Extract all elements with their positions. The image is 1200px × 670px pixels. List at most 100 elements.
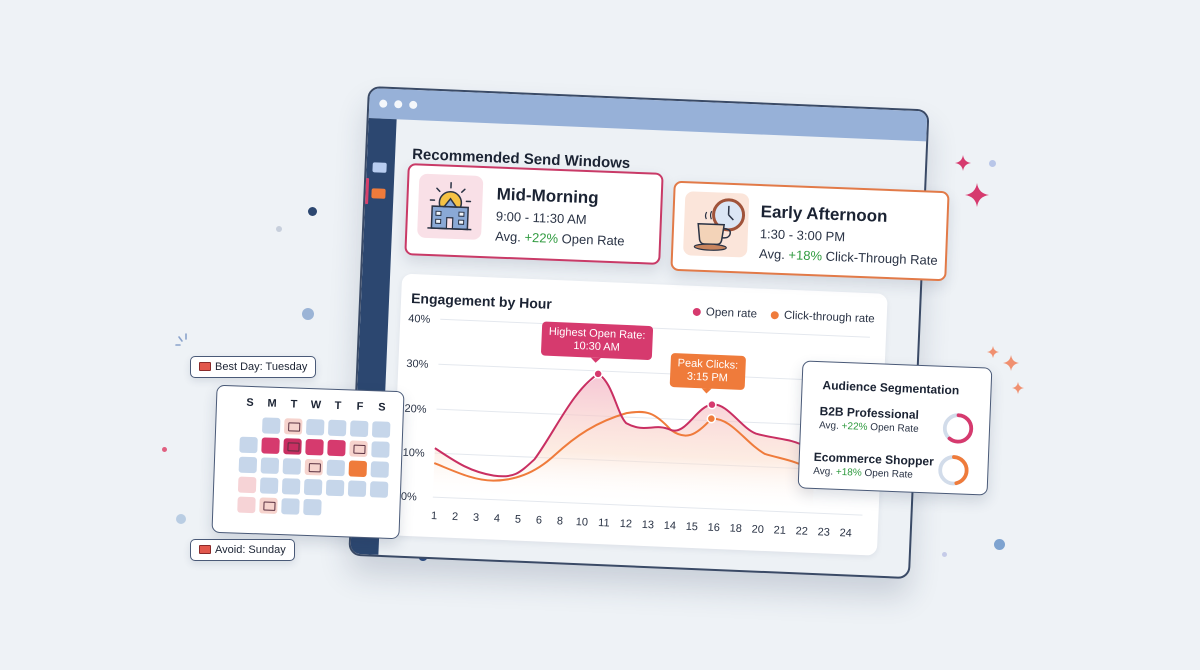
calendar-day-peak-clicks[interactable]: [348, 460, 368, 478]
svg-text:10: 10: [576, 516, 589, 529]
calendar-day[interactable]: [303, 498, 322, 516]
mail-icon[interactable]: [371, 188, 386, 199]
tooltip-highest-open-rate: Highest Open Rate: 10:30 AM: [540, 321, 653, 361]
calendar-day-best[interactable]: [283, 438, 302, 455]
y-axis: 40% 30% 20% 10% 0%: [401, 313, 431, 504]
coffee-clock-icon: [682, 191, 750, 258]
donut-chart-ecommerce: [938, 455, 969, 486]
y-tick: 10%: [402, 447, 425, 460]
peak-open-marker-2: [707, 399, 717, 410]
calendar-day[interactable]: [281, 478, 301, 495]
app-window: Recommended Send Windows Engagement by H…: [348, 86, 930, 580]
calendar-day-hot[interactable]: [305, 438, 324, 456]
send-window-time: 9:00 - 11:30 AM: [495, 208, 587, 228]
svg-text:6: 6: [536, 514, 543, 526]
calendar-day[interactable]: [325, 479, 345, 497]
calendar-day-hot[interactable]: [261, 437, 280, 454]
sparkle-icon: [987, 346, 999, 358]
decor-dot: [302, 308, 314, 320]
calendar-day-send[interactable]: [283, 418, 303, 435]
y-tick: 20%: [404, 403, 427, 416]
send-window-metric: Avg. +22% Open Rate: [494, 228, 625, 249]
send-window-title: Mid-Morning: [496, 184, 599, 208]
decor-dot: [942, 552, 947, 557]
y-tick: 0%: [401, 491, 418, 504]
calendar-day-avoid[interactable]: [237, 476, 257, 494]
area-fill: [432, 376, 815, 513]
calendar-day[interactable]: [369, 481, 389, 498]
y-tick: 40%: [408, 313, 431, 326]
engagement-chart-card: Engagement by Hour Open rate Click-throu…: [391, 273, 888, 556]
send-window-metric: Avg. +18% Click-Through Rate: [758, 246, 938, 268]
svg-text:21: 21: [773, 524, 786, 537]
calendar-day[interactable]: [371, 441, 390, 458]
calendar-day[interactable]: [282, 458, 302, 475]
open-rate-line: [434, 372, 816, 478]
audience-title: Audience Segmentation: [822, 378, 960, 398]
window-minimize-button[interactable]: [394, 100, 403, 109]
calendar-day[interactable]: [303, 478, 323, 496]
best-day-label: Best Day: Tuesday: [190, 356, 317, 378]
decor-dot: [162, 447, 167, 452]
calendar-day[interactable]: [305, 418, 325, 436]
svg-text:5: 5: [515, 514, 522, 526]
donut-chart-b2b: [942, 413, 974, 444]
calendar-day[interactable]: [347, 480, 367, 498]
send-window-card-early-afternoon[interactable]: Early Afternoon 1:30 - 3:00 PM Avg. +18%…: [670, 180, 950, 282]
calendar-day[interactable]: [238, 456, 258, 474]
calendar-heatmap: S M T W T F S: [211, 384, 405, 540]
svg-text:2: 2: [452, 511, 459, 523]
sparkle-icon: [955, 155, 971, 171]
line-chart: 40% 30% 20% 10% 0%: [401, 313, 870, 540]
calendar-day[interactable]: [327, 419, 347, 437]
calendar-day-send[interactable]: [259, 497, 278, 514]
tooltip-peak-clicks: Peak Clicks: 3:15 PM: [669, 352, 746, 391]
calendar-day[interactable]: [370, 461, 390, 478]
calendar-day-send[interactable]: [349, 440, 368, 458]
calendar-day[interactable]: [326, 459, 346, 477]
calendar-day[interactable]: [371, 421, 391, 438]
burst-icon: [175, 333, 187, 346]
svg-text:8: 8: [557, 515, 564, 527]
calendar-day-hot[interactable]: [327, 439, 346, 457]
segment-metric: Avg. +22% Open Rate: [818, 420, 919, 435]
decor-dot: [308, 207, 317, 216]
svg-text:22: 22: [795, 525, 808, 538]
calendar-day-send[interactable]: [304, 458, 324, 476]
calendar-weekday-header: S M T W T F S: [246, 396, 386, 414]
window-close-button[interactable]: [379, 99, 388, 108]
mail-icon: [199, 362, 211, 371]
svg-text:18: 18: [729, 523, 742, 536]
calendar-day-avoid[interactable]: [237, 496, 256, 514]
window-maximize-button[interactable]: [409, 100, 418, 110]
peak-ctr-marker: [706, 413, 717, 424]
segment-metric: Avg. +18% Open Rate: [813, 465, 914, 481]
calendar-day[interactable]: [239, 436, 258, 454]
svg-text:4: 4: [494, 513, 501, 525]
svg-text:1: 1: [431, 510, 438, 522]
ctr-line: [433, 410, 815, 482]
sparkle-icon: [1012, 382, 1024, 394]
calendar-day[interactable]: [261, 417, 281, 435]
svg-text:3: 3: [473, 512, 480, 524]
calendar-day[interactable]: [259, 477, 279, 494]
svg-text:16: 16: [707, 522, 720, 535]
svg-text:13: 13: [641, 519, 654, 532]
calendar-day[interactable]: [349, 420, 369, 438]
avoid-day-label: Avoid: Sunday: [190, 539, 295, 561]
svg-text:15: 15: [685, 521, 698, 534]
svg-text:14: 14: [663, 520, 676, 533]
main-content: Recommended Send Windows Engagement by H…: [390, 134, 925, 577]
peak-open-marker: [593, 369, 603, 379]
svg-text:20: 20: [751, 523, 764, 536]
calendar-day[interactable]: [260, 457, 280, 474]
title-bar: [368, 88, 928, 142]
decor-dot: [994, 539, 1005, 550]
mail-icon[interactable]: [372, 162, 387, 173]
send-window-time: 1:30 - 3:00 PM: [759, 226, 846, 245]
send-window-card-mid-morning[interactable]: Mid-Morning 9:00 - 11:30 AM Avg. +22% Op…: [404, 163, 664, 265]
send-window-title: Early Afternoon: [760, 202, 888, 226]
decor-dot: [276, 226, 282, 232]
calendar-day[interactable]: [281, 498, 300, 515]
segment-name: B2B Professional: [819, 404, 920, 422]
